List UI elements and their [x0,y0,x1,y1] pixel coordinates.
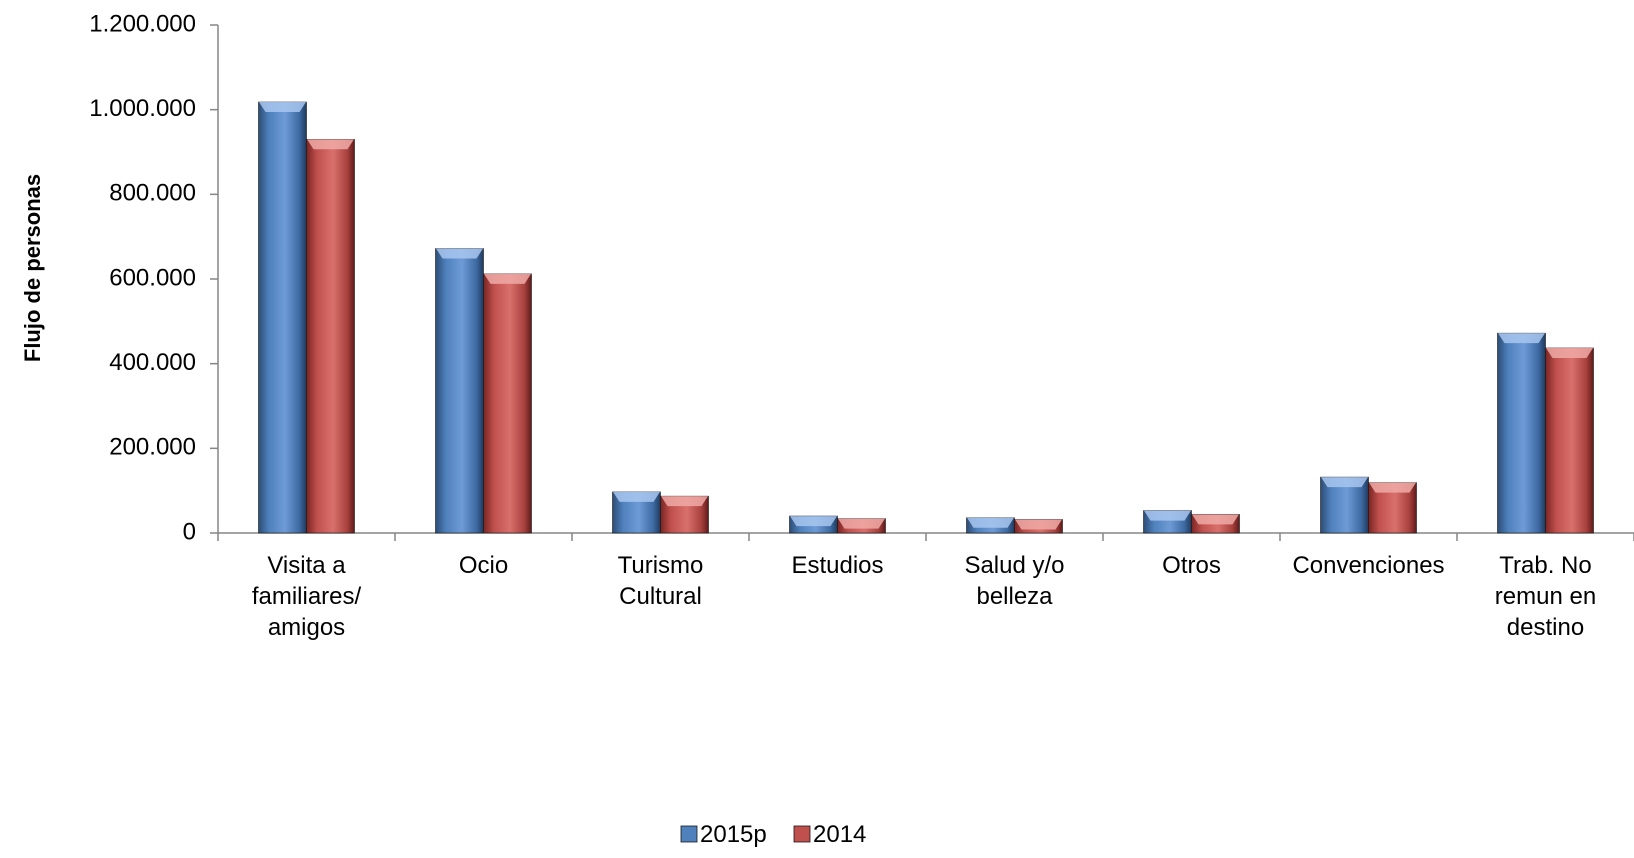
x-tick-labels: Visita a familiares/amigos Ocio Turismo Cult… [252,552,1596,641]
bar-cap-2014-1 [484,273,531,284]
y-tick-label: 600.000 [109,264,196,291]
y-tick-label: 800.000 [109,180,196,207]
x-tick-label-5: Otros [1162,552,1221,579]
bar-cap-2015p-4 [967,517,1014,528]
y-tick-label: 0 [183,518,196,545]
bar-cap-2015p-3 [790,516,837,527]
bar-cap-2015p-1 [436,248,483,259]
y-axis: 0 200.000 400.000 600.000 800.000 1.000.000 1.… [89,10,219,545]
bar-cap-2015p-5 [1144,510,1191,521]
x-tick-label-0: Visita a familiares/amigos [252,552,362,641]
bar-cap-2014-7 [1546,348,1593,359]
bar-cap-2014-6 [1369,482,1416,493]
y-tick-label: 1.000.000 [89,95,196,122]
x-tick-label-2: Turismo Cultural [618,552,704,610]
bar-cap-2014-4 [1015,519,1062,530]
bar-2015p-7 [1497,332,1546,534]
bar-2014-0 [306,139,355,534]
bar-2015p-0 [258,101,307,534]
bar-cap-2015p-6 [1321,477,1368,488]
legend-swatch-2015p [680,825,698,843]
y-tick-label: 1.200.000 [89,10,196,37]
bar-2014-7 [1545,347,1594,534]
y-tick-label: 400.000 [109,349,196,376]
x-tick-label-7: Trab. No remun en destino [1495,552,1596,641]
bars-group [258,101,1594,534]
legend-label-2015p: 2015p [700,821,767,848]
bar-cap-2015p-2 [613,491,660,502]
bar-cap-2014-0 [307,139,354,150]
legend: 2015p 2014 [680,821,866,848]
x-tick-label-6: Convenciones [1292,552,1444,579]
y-axis-title: Flujo de personas [20,174,45,362]
x-axis [217,532,1634,541]
bar-cap-2014-2 [661,496,708,507]
x-tick-label-3: Estudios [791,552,883,579]
legend-label-2014: 2014 [813,821,866,848]
x-tick-label-4: Salud y/o belleza [964,552,1064,610]
bar-cap-2014-5 [1192,514,1239,525]
y-tick-label: 200.000 [109,434,196,461]
legend-swatch-2014 [793,825,811,843]
bar-cap-2015p-0 [259,102,306,113]
x-tick-label-1: Ocio [459,552,508,579]
bar-2015p-1 [435,248,484,534]
bar-cap-2014-3 [838,518,885,529]
bar-2014-1 [483,273,532,534]
bar-cap-2015p-7 [1498,333,1545,344]
